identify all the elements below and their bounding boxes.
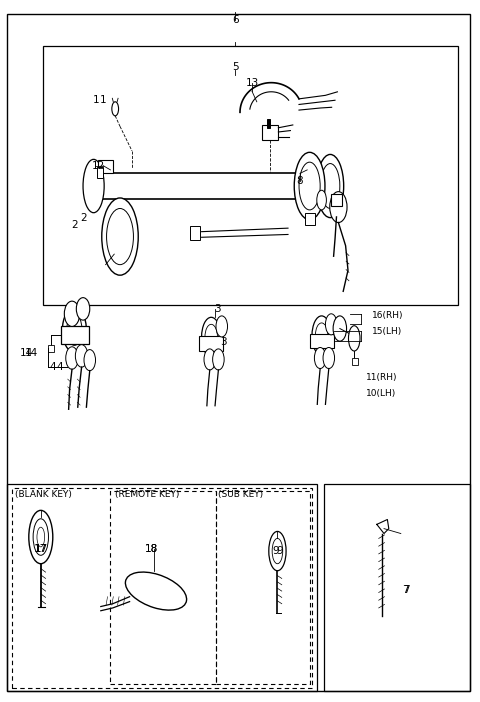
Text: 16(RH): 16(RH)	[372, 312, 404, 320]
Ellipse shape	[64, 301, 80, 326]
Bar	[216, 491, 310, 684]
Bar	[310, 334, 334, 348]
Bar	[267, 119, 270, 128]
Ellipse shape	[205, 324, 217, 350]
Ellipse shape	[204, 349, 216, 370]
Ellipse shape	[83, 159, 104, 213]
Ellipse shape	[29, 510, 53, 564]
Text: 15(LH): 15(LH)	[372, 327, 402, 336]
Ellipse shape	[272, 538, 283, 564]
Bar	[7, 484, 317, 691]
Text: (REMOTE KEY): (REMOTE KEY)	[115, 491, 180, 499]
Text: 13: 13	[245, 78, 259, 88]
Text: 7: 7	[402, 585, 409, 595]
Bar	[199, 336, 223, 351]
Bar	[43, 46, 458, 305]
Text: 17: 17	[34, 544, 48, 554]
Ellipse shape	[33, 519, 48, 555]
Ellipse shape	[330, 192, 347, 223]
Text: 10(LH): 10(LH)	[366, 389, 396, 397]
Ellipse shape	[76, 298, 90, 320]
Ellipse shape	[107, 208, 133, 265]
Text: 2: 2	[71, 220, 78, 230]
Bar	[48, 345, 54, 352]
Bar	[262, 125, 278, 140]
Bar	[331, 194, 342, 206]
Text: 9: 9	[273, 546, 279, 556]
Ellipse shape	[321, 164, 340, 208]
Text: 4: 4	[57, 362, 63, 372]
Ellipse shape	[67, 314, 82, 345]
Ellipse shape	[312, 316, 331, 355]
Text: 7: 7	[403, 585, 410, 595]
Text: (SUB KEY): (SUB KEY)	[218, 491, 264, 499]
Ellipse shape	[333, 316, 347, 341]
Ellipse shape	[314, 347, 326, 369]
Bar	[98, 160, 113, 173]
Text: 9: 9	[276, 546, 283, 556]
Bar	[324, 484, 470, 691]
Text: 8: 8	[297, 176, 303, 186]
Ellipse shape	[62, 307, 86, 352]
Ellipse shape	[299, 162, 320, 210]
Text: 1: 1	[93, 95, 99, 105]
Text: 3: 3	[214, 304, 221, 314]
Bar	[97, 167, 103, 178]
Text: 3: 3	[220, 337, 227, 347]
Ellipse shape	[317, 190, 326, 210]
Ellipse shape	[75, 345, 88, 367]
Bar	[61, 326, 89, 344]
Bar	[110, 491, 216, 684]
Bar	[190, 226, 200, 240]
Text: 6: 6	[232, 15, 239, 25]
Text: 12: 12	[92, 161, 105, 171]
Text: 5: 5	[232, 62, 239, 72]
Bar	[352, 358, 358, 365]
Text: (BLANK KEY): (BLANK KEY)	[15, 491, 72, 499]
Text: 4: 4	[49, 362, 56, 372]
Ellipse shape	[269, 531, 286, 571]
Ellipse shape	[202, 317, 221, 357]
Text: 14: 14	[24, 348, 38, 358]
Ellipse shape	[348, 326, 360, 351]
Text: 18: 18	[145, 544, 158, 554]
Ellipse shape	[323, 347, 335, 369]
Ellipse shape	[171, 588, 181, 599]
Ellipse shape	[102, 198, 138, 275]
Ellipse shape	[125, 572, 187, 610]
Ellipse shape	[157, 581, 174, 598]
Ellipse shape	[66, 347, 78, 369]
Ellipse shape	[84, 350, 96, 371]
Text: 1: 1	[100, 95, 107, 105]
Ellipse shape	[112, 102, 119, 116]
Text: 14: 14	[20, 348, 33, 358]
Text: 17: 17	[35, 544, 48, 554]
Ellipse shape	[315, 323, 328, 348]
Bar	[12, 488, 312, 688]
Ellipse shape	[216, 316, 228, 337]
Ellipse shape	[37, 527, 45, 547]
Text: 18: 18	[144, 544, 158, 554]
Text: 2: 2	[81, 213, 87, 223]
Ellipse shape	[213, 349, 224, 370]
Text: 11(RH): 11(RH)	[366, 373, 397, 382]
Ellipse shape	[317, 154, 344, 218]
Bar	[305, 213, 315, 225]
Ellipse shape	[325, 314, 337, 335]
Ellipse shape	[294, 152, 325, 220]
